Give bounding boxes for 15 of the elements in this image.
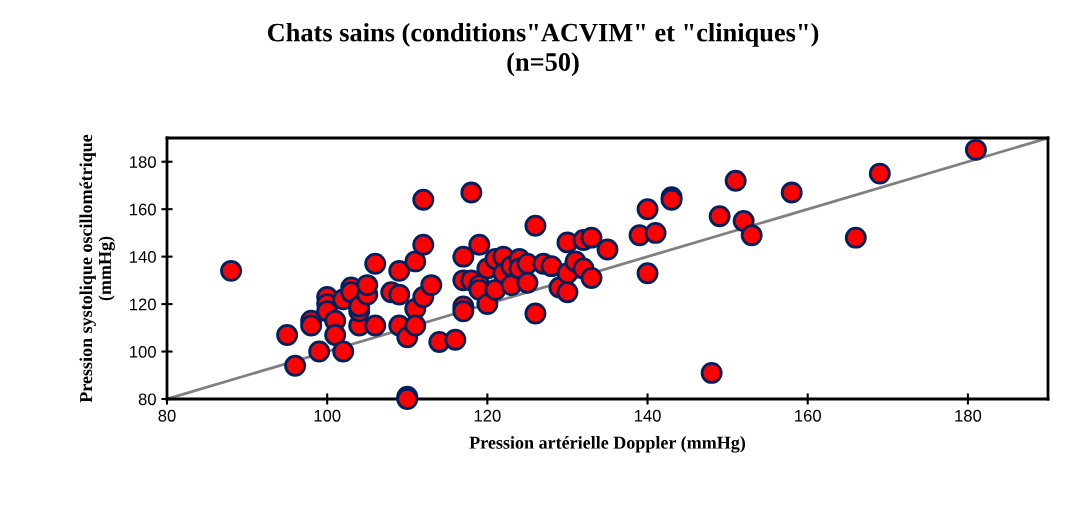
y-tick-label: 80 (138, 393, 156, 406)
x-tick-label: 80 (158, 409, 176, 422)
y-tick-label: 120 (130, 298, 156, 311)
y-tick-label: 140 (130, 251, 156, 263)
chart-title: Chats sains (conditions"ACVIM" et "cliniques") (n=50) (267, 22, 819, 77)
y-tick-label: 180 (130, 156, 156, 168)
x-tick-label: 100 (314, 409, 341, 422)
x-axis-title: Pression artérielle Doppler (mmHg) (469, 436, 746, 453)
x-tick-label: 140 (634, 409, 661, 422)
x-tick-label: 120 (474, 409, 501, 422)
y-tick-label: 160 (130, 203, 156, 216)
x-tick-label: 180 (955, 409, 982, 422)
y-axis-title: Pression systolique oscillométrique (mmHg) (79, 134, 115, 403)
x-tick-label: 160 (795, 409, 821, 422)
y-tick-label: 100 (130, 345, 156, 358)
